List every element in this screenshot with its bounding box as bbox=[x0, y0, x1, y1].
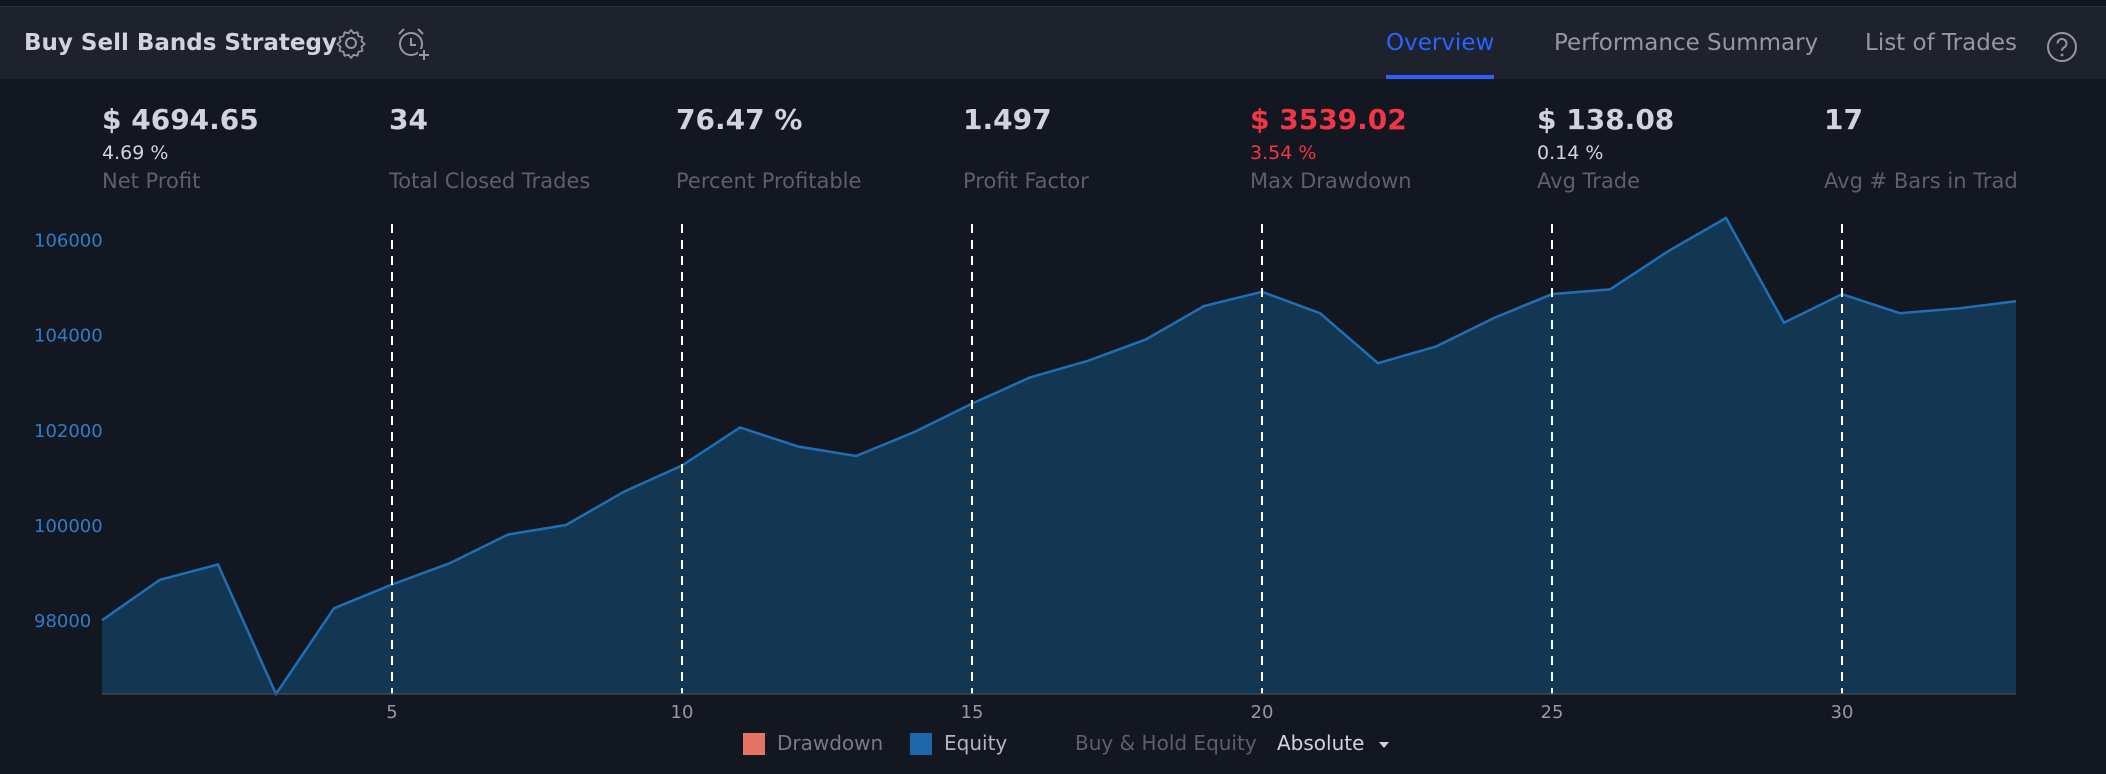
mode-dropdown-label: Absolute bbox=[1277, 731, 1365, 755]
metric-label: Percent Profitable bbox=[676, 169, 862, 193]
metric-sub bbox=[389, 140, 669, 166]
y-tick-label: 102000 bbox=[34, 421, 103, 442]
metric-avg-trade: $ 138.08 0.14 % Avg Trade bbox=[1537, 100, 1817, 196]
alarm-add-icon[interactable] bbox=[394, 25, 430, 61]
tab-list-of-trades-label: List of Trades bbox=[1865, 30, 2017, 56]
tab-overview-label: Overview bbox=[1386, 30, 1495, 56]
legend-equity[interactable]: Equity bbox=[944, 731, 1008, 755]
metric-max-drawdown: $ 3539.02 3.54 % Max Drawdown bbox=[1250, 100, 1530, 196]
metric-value: 1.497 bbox=[963, 103, 1052, 136]
y-tick-label: 104000 bbox=[34, 326, 103, 347]
metric-value: 76.47 % bbox=[676, 103, 803, 136]
metric-sub: 4.69 % bbox=[102, 142, 169, 164]
y-tick-label: 98000 bbox=[34, 611, 91, 632]
metric-label: Max Drawdown bbox=[1250, 169, 1412, 193]
tab-performance-summary[interactable]: Performance Summary bbox=[1554, 7, 1818, 79]
equity-area bbox=[102, 218, 2016, 694]
tab-list-of-trades[interactable]: List of Trades bbox=[1865, 7, 2017, 79]
metric-sub bbox=[1824, 140, 2016, 166]
metric-net-profit: $ 4694.65 4.69 % Net Profit bbox=[102, 100, 382, 196]
metric-sub: 0.14 % bbox=[1537, 142, 1604, 164]
x-tick-label: 30 bbox=[1831, 702, 1854, 720]
metric-percent-profitable: 76.47 % Percent Profitable bbox=[676, 100, 956, 196]
metric-value: $ 3539.02 bbox=[1250, 103, 1407, 136]
legend-swatch-drawdown[interactable] bbox=[743, 733, 765, 755]
equity-line bbox=[101, 216, 2017, 697]
metric-value: 17 bbox=[1824, 103, 1863, 136]
y-tick-label: 106000 bbox=[34, 230, 103, 251]
x-tick-label: 25 bbox=[1541, 702, 1564, 720]
tab-performance-summary-label: Performance Summary bbox=[1554, 30, 1819, 56]
strategy-title: Buy Sell Bands Strategy bbox=[24, 30, 337, 56]
metric-label: Avg Trade bbox=[1537, 169, 1641, 193]
legend-drawdown[interactable]: Drawdown bbox=[777, 731, 884, 755]
legend-swatch-equity[interactable] bbox=[910, 733, 932, 755]
metric-label: Avg # Bars in Trades bbox=[1824, 169, 2016, 193]
help-icon[interactable] bbox=[2046, 31, 2078, 63]
metric-profit-factor: 1.497 Profit Factor bbox=[963, 100, 1243, 196]
metric-label: Profit Factor bbox=[963, 169, 1089, 193]
x-tick-label: 20 bbox=[1251, 702, 1274, 720]
metric-value: $ 4694.65 bbox=[102, 103, 259, 136]
y-tick-label: 100000 bbox=[34, 516, 103, 537]
chevron-down-icon bbox=[1378, 741, 1389, 748]
metric-value: $ 138.08 bbox=[1537, 103, 1675, 136]
x-tick-label: 5 bbox=[386, 702, 397, 720]
metric-sub bbox=[963, 140, 1243, 166]
tab-active-indicator bbox=[1386, 75, 1495, 79]
metric-label: Total Closed Trades bbox=[389, 169, 591, 193]
metric-sub: 3.54 % bbox=[1250, 142, 1317, 164]
metric-label: Net Profit bbox=[102, 169, 201, 193]
gear-icon[interactable] bbox=[333, 25, 369, 61]
x-tick-label: 15 bbox=[961, 702, 984, 720]
equity-chart[interactable]: 98000 100000 102000 104000 106000 5 10 15 20 25 30 bbox=[0, 200, 2106, 720]
strategy-header: Buy Sell Bands Strategy Overview Perform… bbox=[0, 6, 2106, 79]
tab-overview[interactable]: Overview bbox=[1386, 7, 1495, 79]
x-tick-label: 10 bbox=[671, 702, 694, 720]
metric-value: 34 bbox=[389, 103, 428, 136]
metric-total-closed-trades: 34 Total Closed Trades bbox=[389, 100, 669, 196]
metric-avg-bars-in-trades: 17 Avg # Bars in Trades bbox=[1824, 100, 2016, 196]
mode-dropdown[interactable]: Absolute bbox=[1277, 728, 1391, 758]
legend-buy-hold-equity[interactable]: Buy & Hold Equity bbox=[1075, 731, 1257, 755]
metric-sub bbox=[676, 140, 956, 166]
